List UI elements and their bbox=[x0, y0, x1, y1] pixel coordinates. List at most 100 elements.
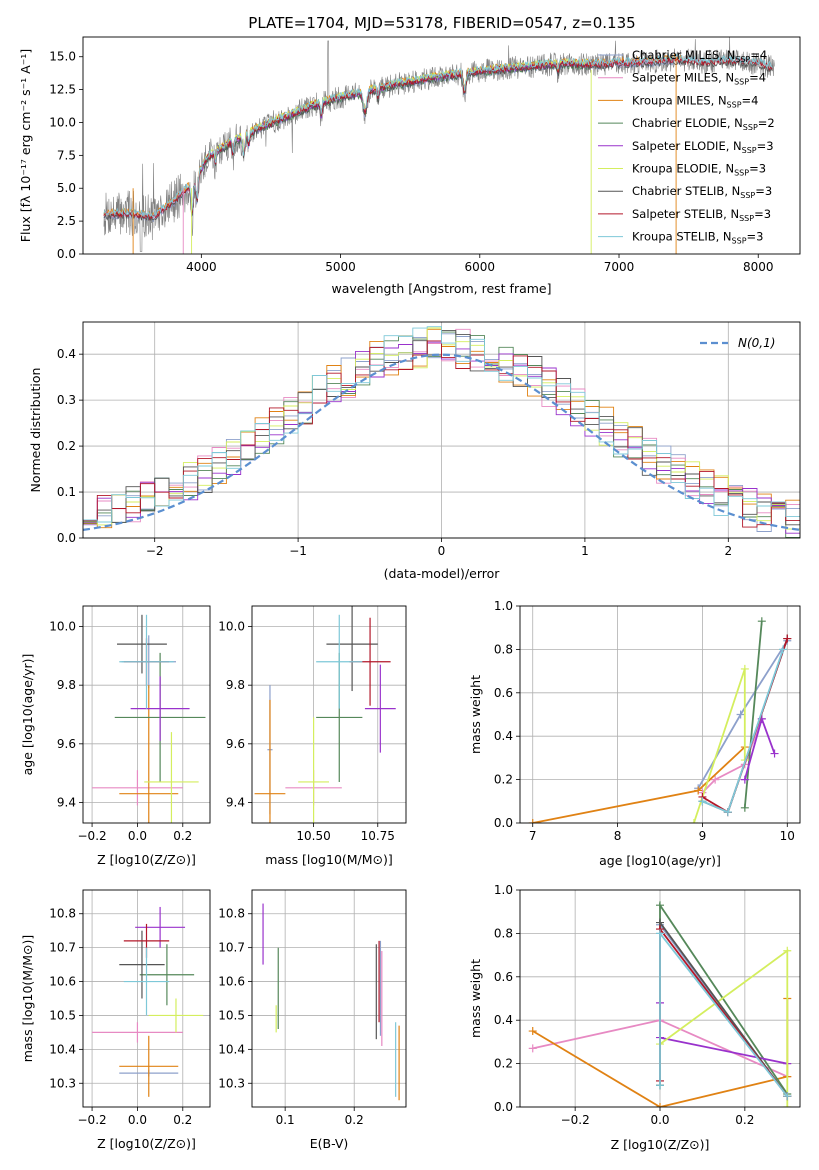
weight-marker-kroupa_miles bbox=[694, 786, 703, 795]
y-tick-label: 7.5 bbox=[57, 148, 76, 162]
x-tick-label: 0.2 bbox=[173, 829, 192, 843]
weight-marker-salpeter_stelib bbox=[783, 634, 792, 643]
spectrum-legend: Chabrier MILES, NSSP=4 Salpeter MILES, NS… bbox=[598, 48, 775, 246]
weight-vs-metallicity-chart: −0.2 0.0 0.2 0.0 0.2 0.4 0.6 0.8 1.0 Z [log10(Z/Z… bbox=[468, 883, 801, 1152]
y-axis-label: mass [log10(M/M⊙)] bbox=[20, 935, 35, 1063]
y-tick-label: 9.8 bbox=[226, 678, 245, 692]
x-axis-label: E(B-V) bbox=[310, 1136, 349, 1151]
y-tick-label: 9.4 bbox=[57, 795, 76, 809]
y-tick-label: 0.8 bbox=[494, 642, 513, 656]
errorbar-salpeter_miles bbox=[92, 770, 183, 806]
x-axis-label: Z [log10(Z/Z⊙)] bbox=[97, 852, 196, 867]
y-tick-label: 0.0 bbox=[57, 247, 76, 261]
y-tick-label: 5.0 bbox=[57, 181, 76, 195]
errorbar-kroupa_stelib bbox=[123, 947, 170, 1016]
x-tick-label: −0.2 bbox=[78, 829, 107, 843]
x-tick-label: 4000 bbox=[186, 260, 217, 274]
x-tick-label: 8 bbox=[614, 829, 622, 843]
errorbar-kroupa_elodie bbox=[148, 998, 204, 1033]
y-tick-label: 0.6 bbox=[494, 686, 513, 700]
legend-entry: Chabrier STELIB, NSSP=3 bbox=[632, 184, 772, 200]
residuals-chart: −2 −1 0 1 2 0.0 0.1 0.2 0.3 0.4 N(0,1) (data-model)… bbox=[28, 321, 801, 581]
age-vs-mass-chart: 10.50 10.75 9.4 9.6 9.8 10.0 mass [log10(M/M⊙)… bbox=[218, 605, 407, 867]
axes-frame bbox=[82, 36, 801, 255]
weight-marker-kroupa_elodie bbox=[740, 664, 749, 673]
weight-marker-salpeter_miles bbox=[711, 775, 720, 784]
weight-line-kroupa_miles bbox=[532, 746, 746, 823]
legend-entry-normal: N(0,1) bbox=[738, 336, 775, 350]
y-tick-label: 10.0 bbox=[49, 115, 76, 129]
errorbar-chabrier_stelib bbox=[117, 614, 167, 674]
y-tick-label: 10.5 bbox=[49, 1008, 76, 1022]
legend-entry: Salpeter STELIB, NSSP=3 bbox=[632, 207, 771, 223]
y-tick-label: 0.2 bbox=[494, 773, 513, 787]
weight-marker-kroupa_elodie bbox=[783, 1103, 792, 1107]
x-tick-label: 0.2 bbox=[345, 1113, 364, 1127]
y-tick-label: 0.0 bbox=[57, 531, 76, 545]
y-tick-label: 10.8 bbox=[49, 907, 76, 921]
y-tick-label: 10.4 bbox=[218, 1042, 245, 1056]
y-tick-label: 0.4 bbox=[494, 729, 513, 743]
errorbar-kroupa_stelib bbox=[316, 614, 363, 709]
x-tick-label: 0.0 bbox=[128, 1113, 147, 1127]
weight-line-chabrier_elodie bbox=[743, 621, 763, 808]
legend-entry: Chabrier ELODIE, NSSP=2 bbox=[632, 116, 775, 132]
errorbar-salpeter_elodie bbox=[364, 664, 396, 753]
y-tick-label: 1.0 bbox=[494, 599, 513, 613]
x-tick-label: 0.2 bbox=[173, 1113, 192, 1127]
x-tick-label: 6000 bbox=[465, 260, 496, 274]
weight-marker-kroupa_elodie bbox=[783, 946, 792, 955]
errorbar-kroupa_miles bbox=[254, 699, 286, 823]
x-tick-label: −2 bbox=[146, 544, 164, 558]
y-tick-label: 10.4 bbox=[49, 1042, 76, 1056]
x-tick-label: 0.0 bbox=[128, 829, 147, 843]
x-axis-label: Z [log10(Z/Z⊙)] bbox=[611, 1137, 710, 1152]
observed-spectrum-line bbox=[103, 37, 775, 252]
y-tick-label: 0.4 bbox=[494, 1013, 513, 1027]
weight-marker-kroupa_miles bbox=[656, 1103, 664, 1107]
y-axis-label: mass weight bbox=[468, 675, 483, 754]
x-tick-label: 8000 bbox=[743, 260, 774, 274]
y-tick-label: 9.8 bbox=[57, 678, 76, 692]
legend-entry: Salpeter ELODIE, NSSP=3 bbox=[632, 139, 774, 155]
x-axis-label: Z [log10(Z/Z⊙)] bbox=[97, 1136, 196, 1151]
y-tick-label: 10.8 bbox=[218, 907, 245, 921]
y-tick-label: 0.2 bbox=[57, 439, 76, 453]
legend-entry: Kroupa ELODIE, NSSP=3 bbox=[632, 162, 766, 178]
errorbar-kroupa_elodie bbox=[298, 717, 329, 823]
y-tick-label: 10.0 bbox=[49, 620, 76, 634]
errorbar-chabrier_stelib bbox=[119, 930, 165, 999]
y-tick-label: 0.3 bbox=[57, 393, 76, 407]
y-tick-label: 9.4 bbox=[226, 795, 245, 809]
y-tick-label: 9.6 bbox=[226, 737, 245, 751]
weight-marker-chabrier_elodie bbox=[656, 901, 664, 910]
errorbar-chabrier_elodie bbox=[139, 944, 195, 1006]
histogram-salpeter_stelib bbox=[83, 340, 800, 528]
weight-marker-salpeter_elodie bbox=[770, 749, 779, 758]
y-tick-label: 10.6 bbox=[218, 975, 245, 989]
errorbar-salpeter_miles bbox=[92, 1022, 183, 1043]
errorbar-kroupa_miles bbox=[119, 685, 179, 823]
y-tick-label: 15.0 bbox=[49, 50, 76, 64]
weight-marker-kroupa_stelib bbox=[698, 797, 707, 806]
y-tick-label: 10.3 bbox=[218, 1076, 245, 1090]
weight-marker-kroupa_stelib bbox=[656, 929, 664, 938]
y-tick-label: 10.5 bbox=[218, 1008, 245, 1022]
legend-entry: Chabrier MILES, NSSP=4 bbox=[632, 48, 767, 64]
y-tick-label: 2.5 bbox=[57, 214, 76, 228]
histogram-kroupa_stelib bbox=[83, 326, 800, 523]
x-tick-label: 0.2 bbox=[735, 1113, 754, 1127]
mass-vs-metallicity-chart: −0.2 0.0 0.2 10.3 10.4 10.5 10.6 10.7 10.8 Z [log… bbox=[20, 889, 211, 1151]
x-tick-label: 5000 bbox=[325, 260, 356, 274]
x-tick-label: −0.2 bbox=[78, 1113, 107, 1127]
y-tick-label: 10.7 bbox=[218, 941, 245, 955]
x-tick-label: 0 bbox=[438, 544, 446, 558]
x-tick-label: −0.2 bbox=[561, 1113, 590, 1127]
weight-marker-salpeter_miles bbox=[528, 1044, 537, 1053]
legend-entry: Kroupa STELIB, NSSP=3 bbox=[632, 230, 763, 246]
legend-entry: Salpeter MILES, NSSP=4 bbox=[632, 71, 766, 87]
axes-frame bbox=[82, 321, 801, 539]
y-tick-label: 10.3 bbox=[49, 1076, 76, 1090]
weight-vs-age-chart: 7 8 9 10 0.0 0.2 0.4 0.6 0.8 1.0 age [log10(age/yr… bbox=[468, 599, 801, 868]
